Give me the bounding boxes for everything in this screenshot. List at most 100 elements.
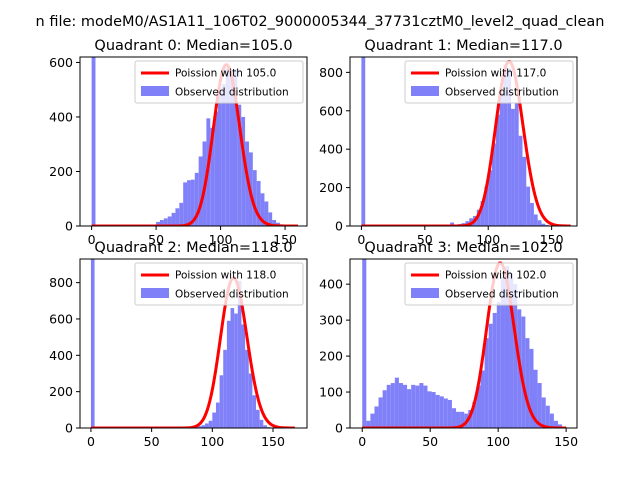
legend-entry-label: Observed distribution [175, 87, 289, 99]
legend: Poission with 105.0 Observed distribution [134, 60, 304, 104]
histogram-bar [214, 111, 219, 226]
legend-box [134, 60, 304, 104]
histogram-bar [194, 172, 199, 226]
legend-entry-label: Observed distribution [175, 289, 289, 301]
histogram-bar [229, 70, 234, 226]
histogram-bar [260, 193, 265, 226]
x-tick-label: 150 [540, 232, 564, 247]
legend: Poission with 117.0 Observed distribution [404, 60, 574, 104]
histogram-bar [374, 406, 379, 428]
histogram-bar [513, 284, 518, 428]
legend-entry-label: Observed distribution [445, 87, 559, 99]
histogram-bar [507, 68, 512, 226]
legend-patch-swatch [141, 86, 169, 96]
histogram-bar [201, 425, 206, 428]
histogram-bar [171, 212, 176, 226]
histogram-bar [488, 170, 493, 226]
histogram-bar [537, 383, 542, 428]
histogram-bar [484, 338, 489, 428]
histogram-bar [529, 348, 534, 428]
histogram-bar [499, 91, 504, 226]
histogram-bar [156, 221, 160, 226]
histogram-bar [545, 405, 550, 428]
histogram-bar [504, 266, 510, 428]
histogram-bar [541, 223, 546, 226]
histogram-bar [456, 411, 461, 428]
legend-box [134, 262, 304, 306]
histogram-bar [451, 408, 457, 428]
histogram-bar [525, 338, 530, 428]
y-tick-label: 400 [49, 109, 73, 124]
histogram-bar [268, 212, 273, 226]
x-tick-label: 0 [357, 232, 365, 247]
x-tick-label: 100 [476, 232, 500, 247]
histogram-bar [237, 104, 242, 226]
histogram-bar [439, 396, 444, 428]
y-tick-label: 400 [319, 142, 343, 157]
x-tick-label: 150 [261, 434, 285, 449]
legend-patch-swatch [411, 288, 439, 298]
y-tick-label: 400 [49, 348, 73, 363]
quadrant-3-plot-area [362, 259, 567, 428]
y-tick-label: 0 [65, 219, 73, 234]
histogram-bar [537, 220, 542, 226]
y-tick-label: 300 [319, 313, 343, 328]
histogram-bar [450, 222, 454, 226]
histogram-bar [419, 383, 424, 428]
histogram-bar [175, 208, 180, 226]
axes-frame [79, 258, 308, 429]
histogram-bar [407, 389, 412, 428]
histogram-bar [423, 385, 428, 428]
histogram-bar [259, 419, 264, 428]
y-tick-label: 200 [49, 164, 73, 179]
legend-entry-label: Observed distribution [445, 289, 559, 301]
histogram-bar [378, 397, 383, 428]
histogram-bar [241, 116, 246, 226]
histogram-bar [198, 156, 203, 226]
figure-suptitle: n file: modeM0/AS1A11_106T02_9000005344_… [36, 14, 605, 30]
x-tick-label: 100 [209, 232, 233, 247]
legend-entry-label: Poission with 105.0 [175, 68, 276, 80]
poisson-curve [361, 59, 571, 226]
histogram-bar [403, 384, 408, 428]
legend-box [404, 60, 574, 104]
histogram-bar [212, 412, 216, 428]
y-tick-label: 400 [319, 277, 343, 292]
poisson-curve [90, 276, 296, 428]
histogram-bar [495, 114, 500, 226]
histogram-bar [263, 425, 267, 428]
histogram-bar [476, 209, 481, 226]
axes-frame [79, 56, 308, 227]
quadrant-2-title: Quadrant 2: Median=118.0 [94, 240, 292, 256]
histogram-bar [370, 413, 375, 428]
histogram-bar [415, 385, 420, 428]
histogram-bar [447, 399, 452, 428]
histogram-bar [230, 308, 235, 428]
legend-box [404, 262, 574, 306]
legend: Poission with 118.0 Observed distribution [134, 262, 304, 306]
histogram-bar [215, 402, 220, 428]
quadrant-1-plot-area [361, 57, 571, 226]
histogram-bar [90, 259, 95, 428]
histogram-bar [394, 377, 399, 428]
histogram-bar [205, 423, 209, 428]
axes-frame [349, 258, 578, 429]
histogram-bar [183, 182, 188, 226]
histogram-bar [480, 201, 485, 226]
x-tick-label: 50 [148, 232, 164, 247]
x-tick-label: 0 [358, 434, 366, 449]
histogram-bar [159, 220, 164, 226]
quadrant-1-panel: 0 50 100 150 0 200 400 600 800 Quadrant 1: Median… [319, 38, 578, 247]
histogram-bar [518, 135, 523, 226]
y-tick-label: 600 [319, 103, 343, 118]
x-tick-label: 100 [200, 434, 224, 449]
histogram-bar [163, 218, 168, 226]
histogram-bar [427, 391, 432, 428]
axes-frame [349, 56, 578, 227]
histogram-bar [503, 64, 508, 226]
histogram-bar [526, 186, 531, 226]
legend-patch-swatch [411, 86, 439, 96]
histogram-bar [179, 202, 184, 226]
y-tick-label: 800 [49, 275, 73, 290]
histogram-bar [237, 280, 242, 428]
